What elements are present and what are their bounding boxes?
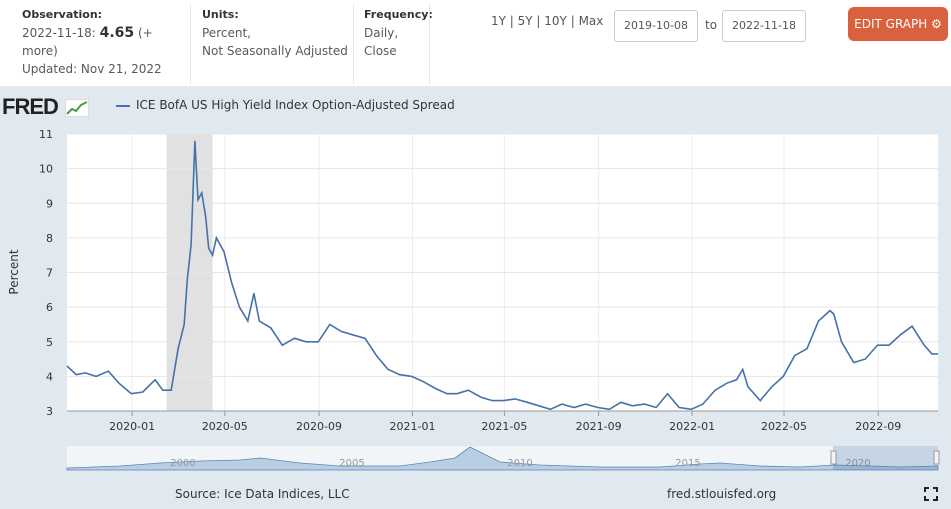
- navigator-series: [66, 446, 939, 471]
- fred-logo-text: FRED: [2, 94, 59, 119]
- navigator-right-handle[interactable]: [933, 450, 940, 465]
- x-tick-label: 2020-01: [109, 420, 155, 433]
- navigator-label: 2000: [170, 458, 195, 469]
- y-tick-label: 6: [46, 301, 53, 314]
- range-10y[interactable]: 10Y: [544, 14, 567, 28]
- footer-source: Source: Ice Data Indices, LLC: [175, 487, 350, 501]
- units-line-1: Percent,: [202, 26, 251, 40]
- y-axis-label: Percent: [7, 249, 21, 294]
- frequency-line-2: Close: [364, 44, 397, 58]
- updated-date: Updated: Nov 21, 2022: [22, 62, 162, 76]
- graph-header: Observation: 2022-11-18: 4.65 (+ more) U…: [0, 0, 951, 86]
- y-tick-label: 4: [46, 370, 53, 383]
- observation-block: Observation: 2022-11-18: 4.65 (+ more) U…: [22, 6, 187, 78]
- x-tick-label: 2021-05: [481, 420, 527, 433]
- y-tick-label: 11: [39, 128, 53, 141]
- y-tick-label: 10: [39, 163, 53, 176]
- units-block: Units: Percent, Not Seasonally Adjusted: [202, 6, 348, 60]
- fred-chart-icon: [65, 99, 90, 117]
- observation-value: 4.65: [99, 25, 135, 41]
- range-selector: 1Y | 5Y | 10Y | Max: [491, 14, 603, 28]
- y-tick-label: 5: [46, 336, 53, 349]
- x-tick-label: 2022-05: [761, 420, 807, 433]
- frequency-label: Frequency:: [364, 8, 433, 21]
- header-divider: [353, 4, 354, 84]
- range-separator: |: [566, 14, 579, 28]
- start-date-input[interactable]: 2019-10-08: [614, 10, 698, 42]
- chart-legend: ICE BofA US High Yield Index Option-Adju…: [116, 98, 455, 112]
- y-tick-label: 7: [46, 267, 53, 280]
- units-label: Units:: [202, 8, 239, 21]
- legend-swatch: [116, 104, 130, 107]
- edit-graph-button[interactable]: EDIT GRAPH ⚙: [848, 7, 948, 41]
- y-tick-label: 8: [46, 232, 53, 245]
- fullscreen-icon[interactable]: [924, 487, 938, 501]
- observation-date: 2022-11-18:: [22, 26, 96, 40]
- units-line-2: Not Seasonally Adjusted: [202, 44, 348, 58]
- observation-label: Observation:: [22, 8, 103, 21]
- frequency-line-1: Daily,: [364, 26, 399, 40]
- navigator-label: 2020: [845, 458, 870, 469]
- navigator-selection[interactable]: [833, 446, 938, 470]
- x-tick-label: 2021-01: [390, 420, 436, 433]
- x-tick-label: 2022-09: [855, 420, 901, 433]
- range-max[interactable]: Max: [578, 14, 604, 28]
- fred-logo: FRED: [2, 94, 90, 120]
- navigator-label: 2015: [675, 458, 700, 469]
- date-to-label: to: [705, 18, 718, 32]
- x-tick-label: 2021-09: [576, 420, 622, 433]
- gear-icon: ⚙: [931, 17, 942, 31]
- range-separator: |: [532, 14, 545, 28]
- x-tick-label: 2022-01: [669, 420, 715, 433]
- range-5y[interactable]: 5Y: [517, 14, 533, 28]
- frequency-block: Frequency: Daily, Close: [364, 6, 433, 60]
- y-tick-label: 9: [46, 197, 53, 210]
- x-tick-label: 2020-09: [296, 420, 342, 433]
- header-divider: [190, 4, 191, 84]
- range-separator: |: [505, 14, 518, 28]
- legend-series-name: ICE BofA US High Yield Index Option-Adju…: [136, 98, 455, 112]
- range-1y[interactable]: 1Y: [491, 14, 506, 28]
- series-line: [66, 140, 938, 411]
- navigator-left-handle[interactable]: [830, 450, 837, 465]
- navigator-label: 2010: [507, 458, 532, 469]
- navigator-label: 2005: [339, 458, 364, 469]
- observation-more-link[interactable]: (+ more): [22, 26, 153, 58]
- end-date-input[interactable]: 2022-11-18: [722, 10, 806, 42]
- x-tick-label: 2020-05: [202, 420, 248, 433]
- edit-graph-label: EDIT GRAPH: [854, 17, 928, 31]
- y-tick-label: 3: [46, 405, 53, 418]
- header-divider: [429, 4, 430, 84]
- footer-url[interactable]: fred.stlouisfed.org: [667, 487, 777, 501]
